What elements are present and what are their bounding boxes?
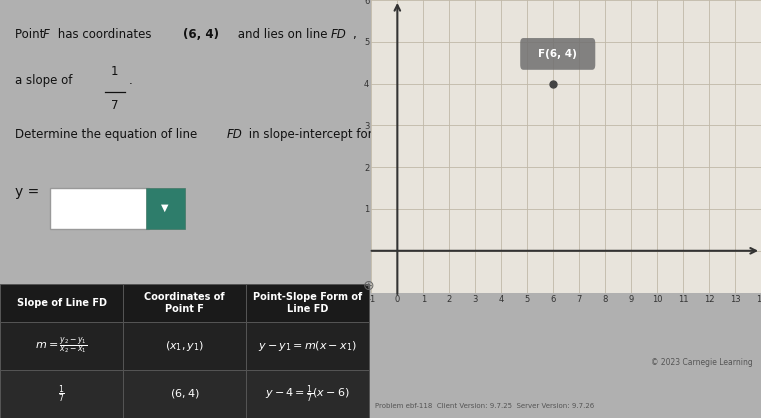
Text: © 2023 Carnegie Learning: © 2023 Carnegie Learning (651, 358, 753, 367)
Text: in slope-intercept form.: in slope-intercept form. (246, 128, 388, 141)
FancyBboxPatch shape (146, 188, 184, 229)
Text: 1: 1 (111, 65, 118, 79)
Text: ⊕: ⊕ (362, 279, 374, 293)
Text: ,: , (352, 28, 356, 41)
Text: Point: Point (14, 28, 48, 41)
FancyBboxPatch shape (521, 38, 595, 70)
Text: FD: FD (227, 128, 243, 141)
Text: FD: FD (330, 28, 346, 41)
Text: y =: y = (14, 185, 39, 199)
Text: 7: 7 (111, 99, 118, 112)
Text: ▼: ▼ (161, 202, 169, 212)
Text: has coordinates: has coordinates (53, 28, 154, 41)
Text: and lies on line: and lies on line (234, 28, 332, 41)
Text: F: F (43, 28, 49, 41)
Text: .: . (129, 74, 133, 87)
Text: F(6, 4): F(6, 4) (539, 48, 578, 59)
Text: (6, 4): (6, 4) (183, 28, 218, 41)
Text: Determine the equation of line: Determine the equation of line (14, 128, 201, 141)
Text: Problem ebf-118  Client Version: 9.7.25  Server Version: 9.7.26: Problem ebf-118 Client Version: 9.7.25 S… (375, 403, 594, 409)
FancyBboxPatch shape (49, 188, 149, 229)
Text: a slope of: a slope of (14, 74, 76, 87)
